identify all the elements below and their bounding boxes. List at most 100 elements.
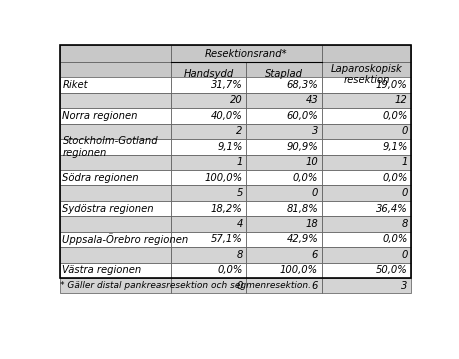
Bar xyxy=(60,62,170,87)
Bar xyxy=(170,45,321,62)
Text: 9,1%: 9,1% xyxy=(217,142,242,152)
Bar xyxy=(246,62,321,87)
Text: 81,8%: 81,8% xyxy=(286,204,318,214)
Text: 0: 0 xyxy=(236,281,242,291)
Bar xyxy=(60,45,170,62)
Bar xyxy=(321,45,410,62)
Bar xyxy=(170,247,246,262)
Bar xyxy=(170,232,246,247)
Text: Riket: Riket xyxy=(62,80,88,90)
Bar xyxy=(246,123,321,139)
Text: Norra regionen: Norra regionen xyxy=(62,111,138,121)
Text: 100,0%: 100,0% xyxy=(280,265,318,275)
Text: 3: 3 xyxy=(311,126,318,136)
Text: 20: 20 xyxy=(230,95,242,106)
Bar xyxy=(170,62,246,87)
Bar xyxy=(246,247,321,262)
Bar xyxy=(60,278,170,294)
Bar xyxy=(170,170,246,185)
Bar xyxy=(170,185,246,201)
Bar xyxy=(60,45,410,278)
Text: 0,0%: 0,0% xyxy=(381,111,407,121)
Bar xyxy=(321,93,410,108)
Text: Sydöstra regionen: Sydöstra regionen xyxy=(62,204,154,214)
Bar xyxy=(60,108,170,123)
Text: 0,0%: 0,0% xyxy=(292,173,318,183)
Text: 2: 2 xyxy=(236,126,242,136)
Text: 31,7%: 31,7% xyxy=(211,80,242,90)
Bar xyxy=(170,108,246,123)
Text: 0: 0 xyxy=(400,250,407,260)
Bar xyxy=(321,62,410,87)
Bar xyxy=(321,154,410,170)
Bar xyxy=(246,216,321,232)
Text: 18: 18 xyxy=(305,219,318,229)
Bar xyxy=(246,77,321,93)
Bar xyxy=(246,139,321,154)
Bar xyxy=(170,154,246,170)
Text: 0,0%: 0,0% xyxy=(381,173,407,183)
Bar xyxy=(321,123,410,139)
Bar xyxy=(170,139,246,154)
Bar xyxy=(246,154,321,170)
Text: 57,1%: 57,1% xyxy=(211,234,242,244)
Text: Västra regionen: Västra regionen xyxy=(62,265,141,275)
Bar xyxy=(321,262,410,278)
Bar xyxy=(321,108,410,123)
Bar xyxy=(321,232,410,247)
Bar xyxy=(246,108,321,123)
Text: 36,4%: 36,4% xyxy=(375,204,407,214)
Text: Stockholm-Gotland
regionen: Stockholm-Gotland regionen xyxy=(62,136,158,158)
Text: 12: 12 xyxy=(394,95,407,106)
Bar xyxy=(321,278,410,294)
Bar xyxy=(60,216,170,232)
Text: 10: 10 xyxy=(305,157,318,167)
Text: 6: 6 xyxy=(311,281,318,291)
Bar xyxy=(246,185,321,201)
Bar xyxy=(321,247,410,262)
Text: * Gäller distal pankreasresektion och segmenresektion.: * Gäller distal pankreasresektion och se… xyxy=(60,281,311,290)
Text: 40,0%: 40,0% xyxy=(211,111,242,121)
Text: 1: 1 xyxy=(236,157,242,167)
Bar xyxy=(60,77,170,93)
Bar xyxy=(321,139,410,154)
Text: Resektionsrand*: Resektionsrand* xyxy=(205,48,287,59)
Text: 0: 0 xyxy=(400,188,407,198)
Text: Laparoskopisk
resektion: Laparoskopisk resektion xyxy=(330,64,402,85)
Bar xyxy=(60,232,170,247)
Bar xyxy=(60,139,170,154)
Text: 68,3%: 68,3% xyxy=(286,80,318,90)
Bar xyxy=(321,201,410,216)
Text: 4: 4 xyxy=(236,219,242,229)
Bar xyxy=(60,93,170,108)
Text: 5: 5 xyxy=(236,188,242,198)
Bar xyxy=(170,278,246,294)
Bar xyxy=(60,262,170,278)
Text: Södra regionen: Södra regionen xyxy=(62,173,139,183)
Bar xyxy=(170,77,246,93)
Text: 6: 6 xyxy=(311,250,318,260)
Text: 50,0%: 50,0% xyxy=(375,265,407,275)
Bar xyxy=(246,93,321,108)
Bar xyxy=(60,170,170,185)
Bar xyxy=(170,201,246,216)
Text: 19,0%: 19,0% xyxy=(375,80,407,90)
Text: Uppsala-Örebro regionen: Uppsala-Örebro regionen xyxy=(62,233,188,246)
Bar xyxy=(321,77,410,93)
Bar xyxy=(321,216,410,232)
Bar xyxy=(170,216,246,232)
Text: 0: 0 xyxy=(311,188,318,198)
Text: 3: 3 xyxy=(400,281,407,291)
Text: 43: 43 xyxy=(305,95,318,106)
Bar xyxy=(170,93,246,108)
Text: 0: 0 xyxy=(400,126,407,136)
Bar xyxy=(321,185,410,201)
Text: 100,0%: 100,0% xyxy=(204,173,242,183)
Bar xyxy=(246,262,321,278)
Text: Handsydd: Handsydd xyxy=(183,69,233,79)
Text: Staplad: Staplad xyxy=(264,69,302,79)
Bar xyxy=(246,170,321,185)
Text: 8: 8 xyxy=(400,219,407,229)
Text: 9,1%: 9,1% xyxy=(381,142,407,152)
Bar xyxy=(321,170,410,185)
